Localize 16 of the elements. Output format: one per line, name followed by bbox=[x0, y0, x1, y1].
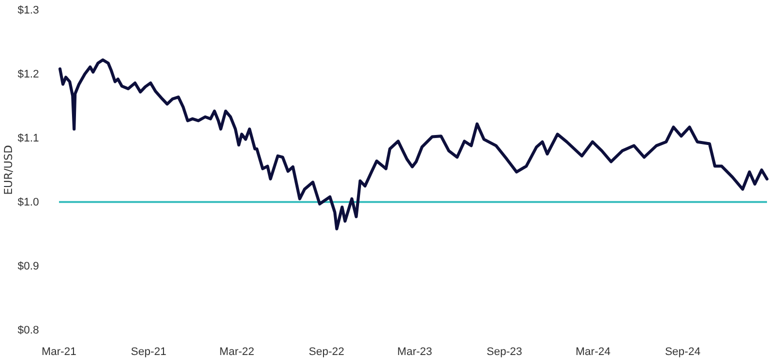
y-tick-label: $1.1 bbox=[18, 132, 39, 145]
y-tick-label: $0.9 bbox=[18, 260, 39, 273]
x-tick-label: Sep-24 bbox=[664, 346, 700, 358]
y-tick-label: $1.0 bbox=[18, 196, 39, 209]
x-tick-label: Mar-24 bbox=[576, 346, 610, 358]
x-tick-label: Mar-21 bbox=[42, 346, 76, 358]
y-tick-label: $1.2 bbox=[18, 68, 39, 81]
y-axis-title: EUR/USD bbox=[2, 145, 15, 195]
x-tick-label: Sep-22 bbox=[308, 346, 344, 358]
x-tick-label: Mar-22 bbox=[219, 346, 254, 358]
x-tick-label: Sep-21 bbox=[130, 346, 166, 358]
x-tick-label: Mar-23 bbox=[397, 346, 432, 358]
y-tick-label: $1.3 bbox=[18, 4, 39, 17]
line-series bbox=[58, 58, 768, 230]
x-tick-label: Sep-23 bbox=[486, 346, 522, 358]
y-tick-label: $0.8 bbox=[18, 324, 39, 337]
